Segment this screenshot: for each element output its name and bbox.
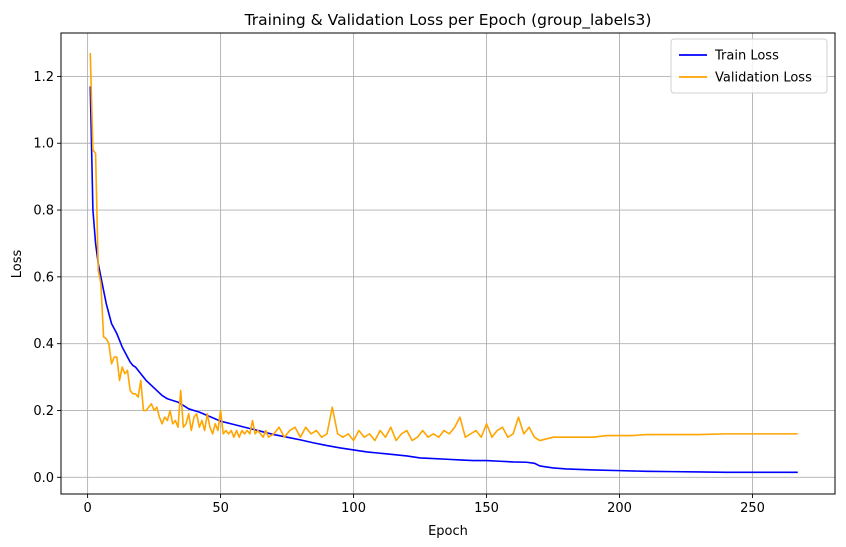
x-tick-label: 50 <box>212 501 229 516</box>
x-axis-label: Epoch <box>428 524 468 539</box>
y-tick-label: 0.8 <box>33 204 54 219</box>
validation-loss-legend-label: Validation Loss <box>715 71 812 86</box>
y-tick-label: 0.6 <box>33 270 54 285</box>
x-tick-label: 200 <box>607 501 632 516</box>
grid <box>61 33 835 494</box>
axis-ticks: 0 50 100 150 200 250 0.0 0.2 0.4 0.6 0.8 1.0 1.2 <box>33 70 765 516</box>
y-tick-label: 1.0 <box>33 137 54 152</box>
series-lines <box>89 53 798 474</box>
plot-frame <box>60 32 836 495</box>
chart-title: Training & Validation Loss per Epoch (gr… <box>244 11 652 30</box>
y-tick-label: 0.4 <box>33 337 54 352</box>
x-tick-label: 150 <box>474 501 499 516</box>
x-tick-label: 100 <box>341 501 366 516</box>
legend: Train Loss Validation Loss <box>670 38 828 94</box>
validation-loss-line <box>89 53 798 442</box>
x-tick-label: 250 <box>740 501 765 516</box>
legend-box <box>670 38 828 94</box>
y-axis-label: Loss <box>10 250 25 279</box>
x-tick-label: 0 <box>83 501 91 516</box>
y-tick-label: 0.2 <box>33 404 54 419</box>
y-tick-label: 1.2 <box>33 70 54 85</box>
train-loss-line <box>89 86 798 474</box>
train-loss-legend-label: Train Loss <box>714 49 779 64</box>
y-tick-label: 0.0 <box>33 471 54 486</box>
